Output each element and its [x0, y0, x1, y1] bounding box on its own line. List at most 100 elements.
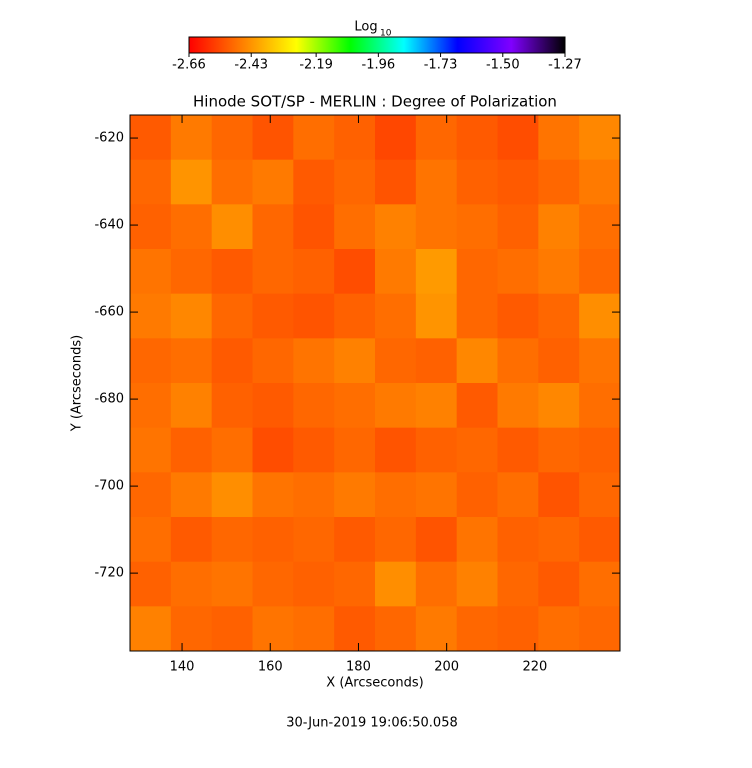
colorbar-tick-label: -1.50: [486, 58, 520, 73]
heatmap-cell: [497, 115, 539, 161]
heatmap-cell: [211, 606, 253, 652]
heatmap-cell: [211, 159, 253, 205]
colorbar-label-sub: 10: [380, 29, 392, 39]
heatmap-cell: [211, 204, 253, 250]
heatmap-cell: [211, 293, 253, 339]
heatmap-cell: [538, 115, 580, 161]
heatmap-cell: [497, 517, 539, 563]
x-axis-label: X (Arcseconds): [326, 676, 423, 691]
heatmap-cell: [252, 204, 294, 250]
footer-date: 30-Jun-2019 19:06:50.058: [286, 716, 458, 731]
x-tick-label: 160: [258, 660, 283, 675]
heatmap-cell: [334, 115, 376, 161]
heatmap-cell: [456, 249, 498, 295]
heatmap-cell: [415, 338, 458, 384]
heatmap-cell: [293, 561, 335, 607]
heatmap-cell: [170, 427, 213, 473]
heatmap-cell: [170, 249, 213, 295]
y-tick-label: -700: [94, 479, 124, 494]
heatmap-cell: [497, 249, 539, 295]
heatmap-cell: [334, 293, 376, 339]
heatmap-cell: [579, 338, 621, 384]
heatmap-cell: [334, 204, 376, 250]
heatmap-cell: [130, 427, 172, 473]
heatmap-cell: [579, 427, 621, 473]
plot-frame: [129, 114, 621, 652]
heatmap-cell: [211, 383, 253, 429]
heatmap-cell: [130, 472, 172, 518]
heatmap-cell: [334, 338, 376, 384]
heatmap-cell: [538, 606, 580, 652]
heatmap-cell: [375, 606, 417, 652]
y-tick-label: -680: [94, 392, 124, 407]
heatmap-cell: [252, 606, 294, 652]
heatmap-cell: [252, 561, 294, 607]
heatmap-cell: [170, 472, 213, 518]
heatmap-cell: [334, 561, 376, 607]
heatmap-cell: [293, 517, 335, 563]
heatmap-cell: [579, 383, 621, 429]
heatmap-cell: [538, 293, 580, 339]
x-tick-label: 180: [346, 660, 371, 675]
heatmap-cell: [293, 159, 335, 205]
heatmap-cell: [334, 383, 376, 429]
heatmap-cell: [415, 293, 458, 339]
heatmap-cell: [252, 383, 294, 429]
heatmap-cell: [334, 472, 376, 518]
heatmap-cell: [252, 472, 294, 518]
heatmap-cell: [334, 427, 376, 473]
heatmap-cell: [130, 606, 172, 652]
heatmap-cell: [170, 517, 213, 563]
heatmap-cell: [579, 249, 621, 295]
heatmap-cell: [170, 383, 213, 429]
heatmap-cell: [579, 517, 621, 563]
heatmap-cell: [293, 606, 335, 652]
colorbar: [188, 36, 566, 54]
heatmap-cell: [130, 159, 172, 205]
heatmap-cell: [497, 606, 539, 652]
heatmap-cell: [375, 115, 417, 161]
heatmap-cell: [456, 517, 498, 563]
heatmap-cell: [293, 383, 335, 429]
heatmap-cell: [293, 338, 335, 384]
heatmap-cell: [415, 561, 458, 607]
heatmap-cell: [334, 159, 376, 205]
heatmap-cell: [130, 517, 172, 563]
heatmap-cell: [415, 472, 458, 518]
x-tick-label: 140: [170, 660, 195, 675]
heatmap-cell: [579, 159, 621, 205]
y-tick-label: -720: [94, 566, 124, 581]
heatmap-cell: [130, 249, 172, 295]
heatmap-cell: [170, 159, 213, 205]
y-axis-label: Y (Arcseconds): [70, 335, 85, 432]
heatmap-cell: [415, 383, 458, 429]
heatmap-cell: [293, 293, 335, 339]
heatmap-cell: [130, 204, 172, 250]
heatmap-cell: [130, 561, 172, 607]
heatmap-cell: [456, 561, 498, 607]
heatmap-cell: [170, 606, 213, 652]
heatmap-cell: [293, 115, 335, 161]
colorbar-label: Log: [354, 20, 377, 35]
heatmap-cell: [579, 561, 621, 607]
heatmap-cell: [497, 472, 539, 518]
heatmap-cell: [170, 115, 213, 161]
heatmap-cell: [375, 338, 417, 384]
heatmap-cell: [497, 293, 539, 339]
colorbar-tick-label: -1.96: [362, 58, 396, 73]
heatmap-cell: [130, 383, 172, 429]
heatmap-cell: [456, 472, 498, 518]
heatmap-cell: [211, 115, 253, 161]
heatmap-cell: [375, 383, 417, 429]
heatmap-cell: [375, 159, 417, 205]
heatmap-cell: [456, 159, 498, 205]
heatmap-cell: [579, 293, 621, 339]
chart-title: Hinode SOT/SP - MERLIN : Degree of Polar…: [193, 93, 557, 111]
heatmap-cell: [415, 427, 458, 473]
heatmap-cell: [375, 293, 417, 339]
heatmap-cell: [538, 204, 580, 250]
colorbar-tick-label: -2.66: [172, 58, 206, 73]
colorbar-tick-label: -1.73: [424, 58, 458, 73]
heatmap-cell: [252, 159, 294, 205]
heatmap-cell: [375, 517, 417, 563]
